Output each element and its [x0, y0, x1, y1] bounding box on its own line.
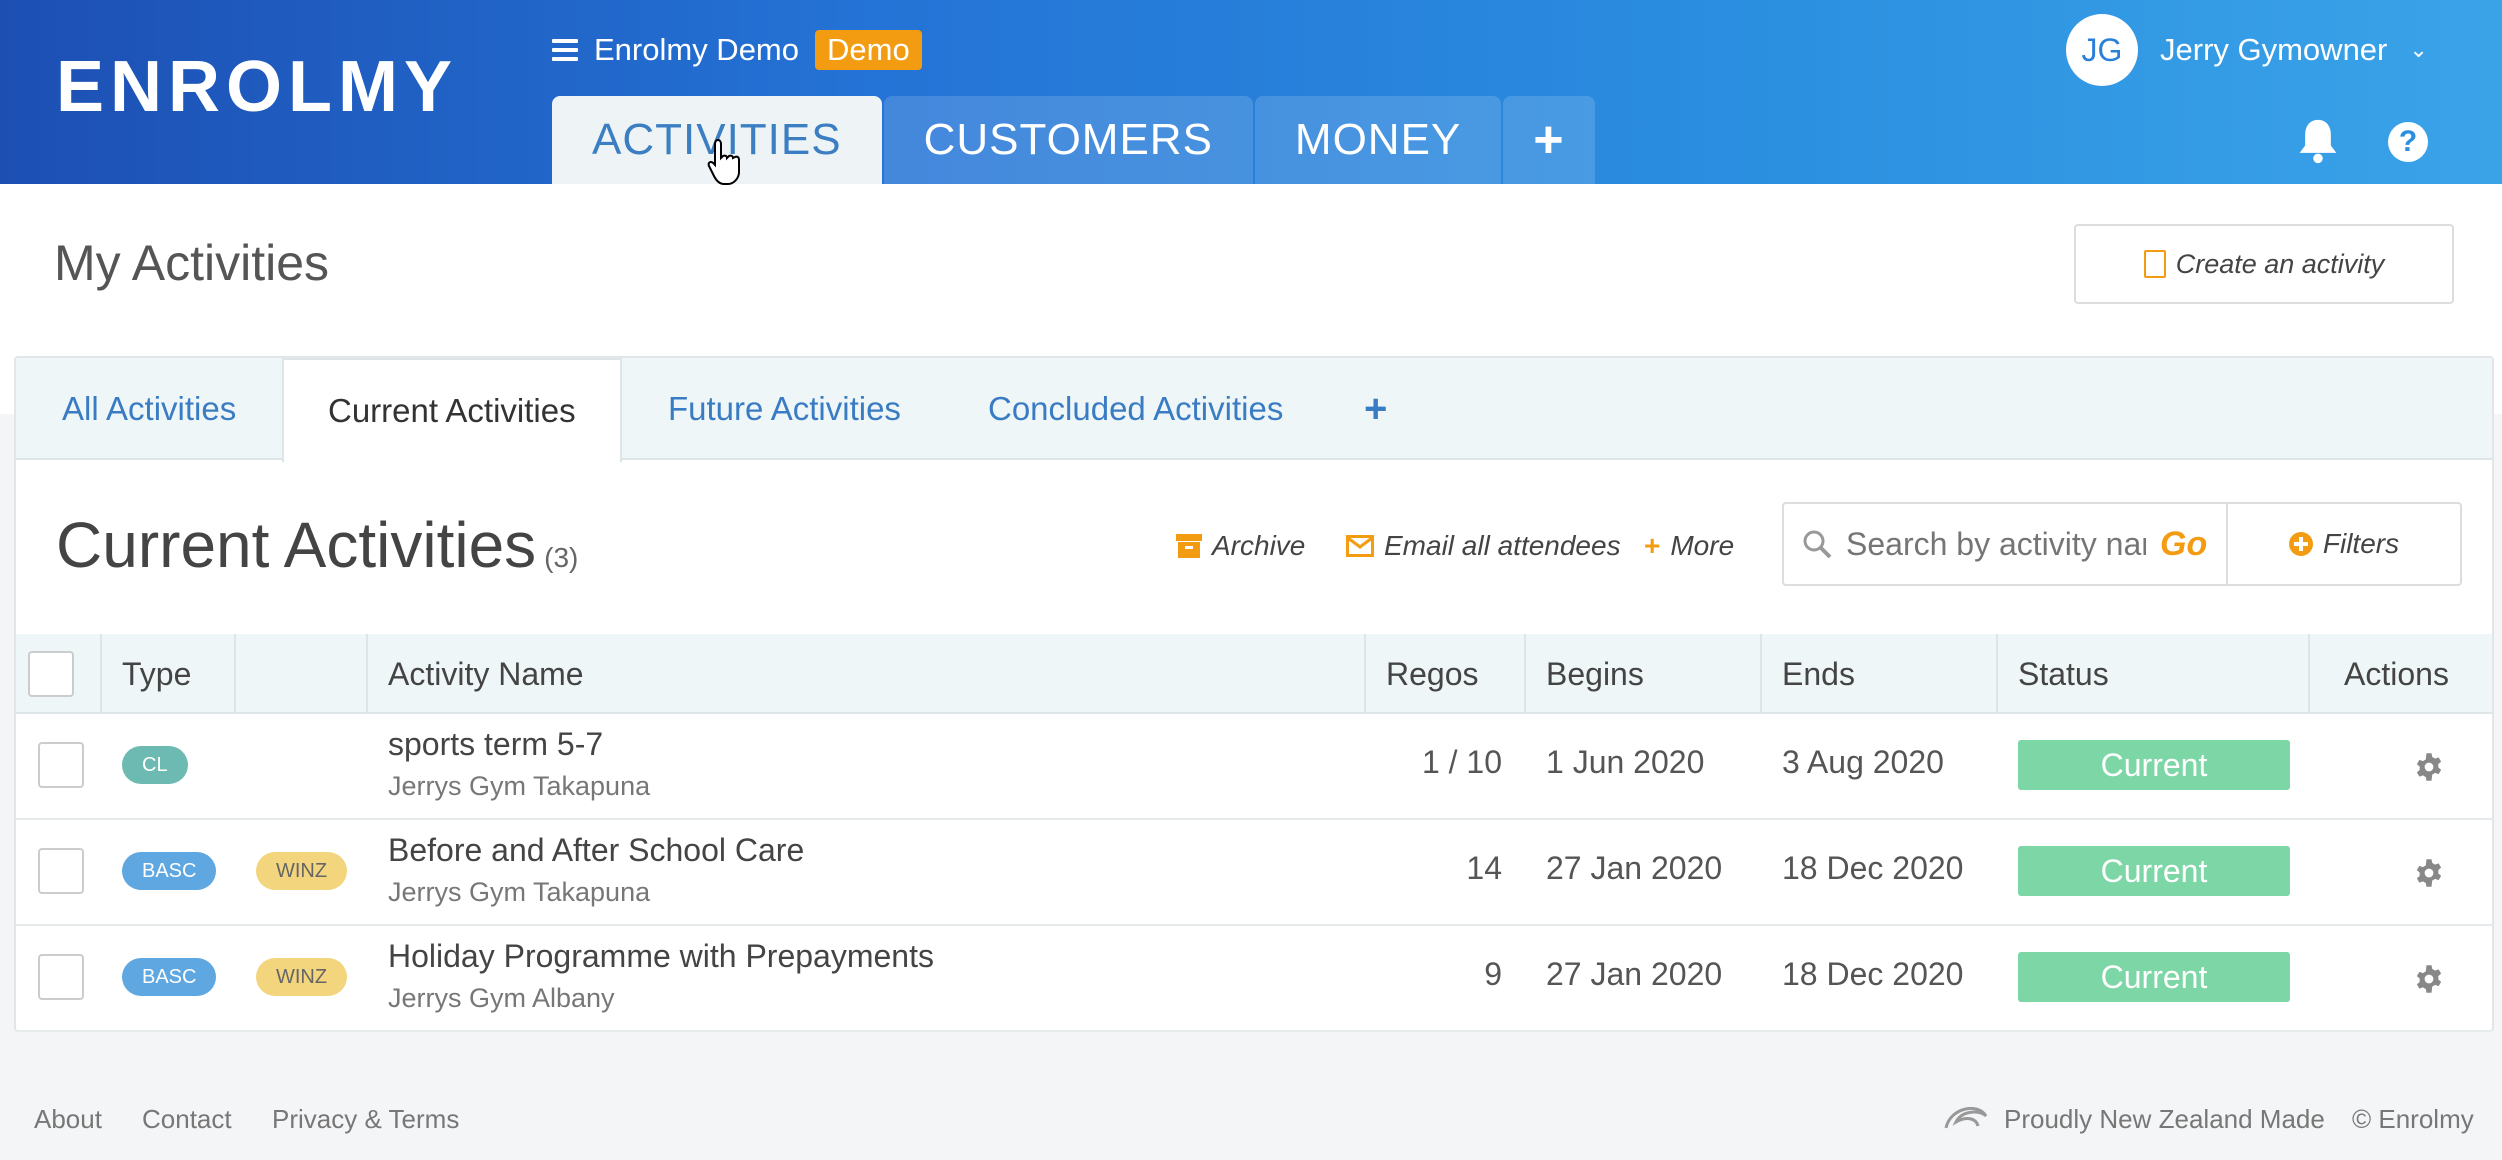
search-box: Go Filters	[1782, 502, 2462, 586]
tab-all-activities[interactable]: All Activities	[62, 390, 237, 427]
begins-value: 27 Jan 2020	[1546, 956, 1723, 992]
plus-circle-icon	[2288, 532, 2313, 556]
avatar[interactable]: JG	[2066, 14, 2138, 86]
activity-location: Jerrys Gym Takapuna	[388, 877, 651, 907]
begins-value: 1 Jun 2020	[1546, 744, 1705, 780]
filters-label: Filters	[2322, 528, 2400, 559]
column-activity-name[interactable]: Activity Name	[388, 655, 584, 692]
user-menu[interactable]: JG Jerry Gymowner ⌄	[2066, 14, 2428, 86]
archive-icon	[1176, 534, 1202, 558]
activity-name-link[interactable]: sports term 5-7	[388, 726, 604, 762]
tab-customers[interactable]: CUSTOMERS	[883, 96, 1253, 184]
page-title: My Activities	[54, 235, 330, 291]
hamburger-menu-icon[interactable]	[552, 39, 578, 61]
gear-icon[interactable]	[2414, 752, 2444, 782]
column-actions: Actions	[2344, 655, 2449, 692]
document-icon	[2143, 250, 2166, 278]
activities-panel: All Activities Current Activities Future…	[14, 356, 2494, 1032]
status-badge: Current	[2018, 740, 2290, 790]
list-title-text: Current Activities	[56, 509, 537, 581]
tab-current-activities[interactable]: Current Activities	[282, 358, 622, 462]
status-badge: Current	[2018, 952, 2290, 1002]
ends-value: 18 Dec 2020	[1782, 956, 1964, 992]
enrolmy-logo[interactable]: ENROLMY	[56, 47, 458, 127]
table-row[interactable]: CL sports term 5-7 Jerrys Gym Takapuna 1…	[16, 714, 2492, 820]
activity-filter-tabs: All Activities Current Activities Future…	[16, 358, 2492, 462]
plus-icon: +	[1644, 530, 1661, 561]
tab-concluded-activities[interactable]: Concluded Activities	[988, 390, 1284, 427]
go-button[interactable]: Go	[2160, 524, 2208, 563]
activity-name-link[interactable]: Before and After School Care	[388, 832, 805, 868]
list-title: Current Activities (3)	[56, 508, 578, 582]
more-button[interactable]: + More	[1644, 530, 1734, 562]
column-status[interactable]: Status	[2018, 655, 2109, 692]
search-icon	[1803, 530, 1832, 559]
footer-privacy-link[interactable]: Privacy & Terms	[272, 1104, 460, 1134]
help-icon[interactable]: ?	[2388, 122, 2428, 162]
create-activity-label: Create an activity	[2175, 248, 2385, 279]
tag-badge: WINZ	[256, 852, 348, 890]
footer-contact-link[interactable]: Contact	[142, 1104, 232, 1134]
list-count: (3)	[544, 542, 579, 573]
fern-icon	[1944, 1106, 1988, 1129]
bell-icon[interactable]	[2296, 116, 2340, 164]
row-checkbox[interactable]	[38, 954, 84, 1000]
select-all-checkbox[interactable]	[28, 651, 74, 697]
gear-icon[interactable]	[2414, 858, 2444, 888]
tag-badge: WINZ	[256, 958, 348, 996]
org-name[interactable]: Enrolmy Demo	[594, 32, 799, 67]
main-nav-tabs: ACTIVITIES CUSTOMERS MONEY +	[552, 96, 1595, 184]
chevron-down-icon[interactable]: ⌄	[2409, 37, 2428, 62]
row-checkbox[interactable]	[38, 848, 84, 894]
archive-label: Archive	[1212, 530, 1306, 561]
type-badge: BASC	[122, 958, 217, 996]
ends-value: 18 Dec 2020	[1782, 850, 1964, 886]
type-badge: CL	[122, 746, 188, 784]
ends-value: 3 Aug 2020	[1782, 744, 1944, 780]
regos-value: 14	[1466, 850, 1502, 886]
table-row[interactable]: BASC WINZ Before and After School Care J…	[16, 820, 2492, 926]
demo-badge: Demo	[815, 30, 922, 70]
user-name[interactable]: Jerry Gymowner	[2160, 32, 2388, 67]
hand-cursor-icon	[707, 138, 740, 185]
column-ends[interactable]: Ends	[1782, 655, 1855, 692]
table-header: Type Activity Name Regos Begins Ends Sta…	[16, 634, 2492, 714]
type-badge: BASC	[122, 852, 217, 890]
org-switcher[interactable]: Enrolmy Demo Demo	[552, 30, 922, 70]
add-view-button[interactable]: +	[1364, 386, 1388, 431]
tab-future-activities[interactable]: Future Activities	[668, 390, 901, 427]
begins-value: 27 Jan 2020	[1546, 850, 1723, 886]
email-all-attendees-button[interactable]: Email all attendees	[1346, 530, 1621, 562]
select-all-checkbox-cell	[28, 634, 74, 714]
footer-nz-made: Proudly New Zealand Made	[2004, 1104, 2325, 1134]
footer-about-link[interactable]: About	[34, 1104, 102, 1134]
app-header: ENROLMY Enrolmy Demo Demo ACTIVITIES CUS…	[0, 0, 2502, 184]
tab-add-button[interactable]: +	[1503, 96, 1595, 184]
table-row[interactable]: BASC WINZ Holiday Programme with Prepaym…	[16, 926, 2492, 1032]
search-input[interactable]	[1846, 525, 2146, 563]
column-regos[interactable]: Regos	[1386, 655, 1479, 692]
regos-value: 9	[1484, 956, 1502, 992]
activity-location: Jerrys Gym Albany	[388, 983, 615, 1013]
more-label: More	[1670, 530, 1735, 561]
archive-button[interactable]: Archive	[1176, 530, 1305, 562]
search-field-wrapper: Go	[1784, 504, 2228, 584]
activity-location: Jerrys Gym Takapuna	[388, 771, 651, 801]
email-all-label: Email all attendees	[1384, 530, 1621, 561]
logo-text: ENROLMY	[56, 47, 458, 127]
column-type[interactable]: Type	[122, 655, 192, 692]
footer-copyright: © Enrolmy	[2352, 1104, 2474, 1134]
regos-value: 1 / 10	[1421, 744, 1502, 780]
row-checkbox[interactable]	[38, 742, 84, 788]
activities-table: Type Activity Name Regos Begins Ends Sta…	[16, 634, 2492, 1032]
activity-name-link[interactable]: Holiday Programme with Prepayments	[388, 938, 934, 974]
tab-money[interactable]: MONEY	[1254, 96, 1502, 184]
envelope-icon	[1346, 535, 1374, 557]
status-badge: Current	[2018, 846, 2290, 896]
gear-icon[interactable]	[2414, 964, 2444, 994]
column-begins[interactable]: Begins	[1546, 655, 1644, 692]
filters-button[interactable]: Filters	[2228, 504, 2460, 584]
create-activity-button[interactable]: Create an activity	[2074, 224, 2454, 304]
